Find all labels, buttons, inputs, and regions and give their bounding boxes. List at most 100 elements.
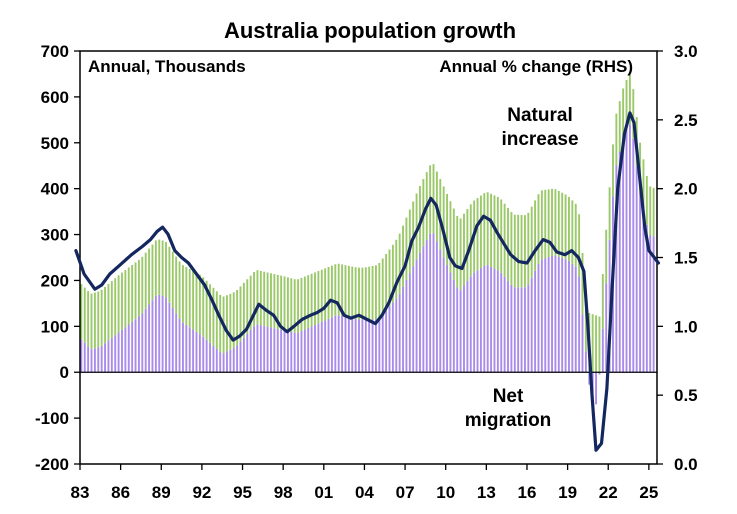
net-migration-bar xyxy=(618,151,621,373)
natural-increase-bar xyxy=(242,282,245,338)
right-tick-label: 2.5 xyxy=(674,111,698,130)
net-migration-bar xyxy=(107,340,110,373)
left-axis: 700 600 500 400 300 200 100 0 -100 -200 xyxy=(35,42,80,474)
net-migration-bar xyxy=(608,239,611,373)
net-migration-bar xyxy=(527,284,530,373)
natural-increase-bar xyxy=(449,201,452,273)
net-migration-bar xyxy=(209,342,211,373)
net-migration-bar xyxy=(205,339,208,373)
natural-increase-bar xyxy=(236,290,239,346)
natural-increase-bar xyxy=(117,275,120,333)
net-migration-bar xyxy=(87,346,90,373)
net-migration-bar xyxy=(544,258,547,373)
natural-increase-bar xyxy=(503,203,506,277)
natural-increase-bar xyxy=(432,164,435,234)
net-migration-bar xyxy=(253,326,255,373)
natural-increase-bar xyxy=(300,277,303,332)
natural-increase-bar xyxy=(114,278,117,336)
natural-increase-bar xyxy=(202,277,205,337)
net-migration-bar xyxy=(649,235,652,373)
net-migration-bar xyxy=(114,335,117,373)
net-migration-bar xyxy=(412,266,415,373)
net-migration-bar xyxy=(378,317,381,373)
natural-increase-bar xyxy=(351,266,354,319)
natural-increase-bar xyxy=(337,263,340,316)
net-migration-bar xyxy=(439,249,442,373)
net-migration-bar xyxy=(442,257,445,373)
net-migration-bar xyxy=(381,314,384,373)
natural-increase-bar xyxy=(368,266,371,320)
net-migration-bar xyxy=(314,324,316,373)
net-migration-bar xyxy=(500,272,503,373)
net-migration-bar xyxy=(215,348,218,373)
net-migration-bar xyxy=(469,276,472,373)
natural-increase-bar xyxy=(544,189,547,259)
natural-increase-bar xyxy=(215,291,218,349)
natural-increase-bar xyxy=(395,239,398,299)
net-migration-bar xyxy=(307,328,310,373)
natural-increase-bar xyxy=(513,214,516,288)
net-migration-label-line2: migration xyxy=(465,410,552,431)
natural-increase-bar xyxy=(192,270,195,330)
net-migration-bar xyxy=(446,265,449,373)
x-tick-label: 92 xyxy=(192,483,211,502)
net-migration-bar xyxy=(554,255,557,373)
left-tick-label: -100 xyxy=(35,409,69,428)
natural-increase-bar xyxy=(530,206,533,278)
net-migration-bar xyxy=(547,257,550,373)
net-migration-bar xyxy=(571,263,574,373)
natural-increase-bar xyxy=(232,292,235,349)
net-migration-bar xyxy=(601,328,604,373)
natural-increase-bar xyxy=(364,267,367,320)
natural-increase-bar xyxy=(374,265,377,320)
natural-increase-bar xyxy=(608,187,611,240)
natural-increase-bar xyxy=(307,275,310,329)
net-migration-bar xyxy=(530,277,533,373)
natural-increase-bar xyxy=(178,261,181,319)
natural-increase-bar xyxy=(320,269,323,322)
net-migration-bar xyxy=(598,372,601,375)
natural-increase-bar xyxy=(358,267,360,320)
net-migration-bar xyxy=(354,318,357,373)
natural-increase-bar xyxy=(148,248,151,305)
net-migration-bar xyxy=(124,327,127,373)
natural-increase-bar xyxy=(554,189,557,256)
natural-increase-bar xyxy=(479,195,482,269)
right-tick-label: 3.0 xyxy=(674,42,698,61)
net-migration-bar xyxy=(622,138,625,373)
natural-increase-bar xyxy=(557,190,560,257)
net-migration-bar xyxy=(192,329,195,373)
net-migration-bar xyxy=(415,259,418,373)
net-migration-bar xyxy=(551,255,553,373)
natural-increase-bar xyxy=(415,193,418,260)
natural-increase-bar xyxy=(175,256,178,314)
net-migration-bar xyxy=(490,266,493,373)
right-tick-label: 1.0 xyxy=(674,317,698,336)
net-migration-bar xyxy=(466,280,469,373)
natural-increase-label-line1: Natural xyxy=(507,105,572,126)
net-migration-bar xyxy=(259,325,262,373)
net-migration-bar xyxy=(165,297,167,373)
net-migration-bar xyxy=(185,324,188,373)
natural-increase-bar xyxy=(276,274,279,329)
natural-increase-bar xyxy=(618,101,621,152)
natural-increase-bar xyxy=(652,187,655,237)
natural-increase-bar xyxy=(388,249,391,307)
left-tick-label: 600 xyxy=(41,88,69,107)
net-migration-bar xyxy=(158,294,161,373)
natural-increase-bar xyxy=(303,276,306,330)
net-migration-bar xyxy=(510,284,513,373)
net-migration-bar xyxy=(236,345,239,373)
natural-increase-bar xyxy=(154,240,157,296)
natural-increase-bar xyxy=(645,175,648,225)
natural-increase-bar xyxy=(510,212,513,285)
natural-increase-bar xyxy=(181,265,184,323)
natural-increase-bar xyxy=(500,199,503,273)
net-migration-bar xyxy=(127,324,130,373)
natural-increase-bar xyxy=(598,316,601,373)
natural-increase-label-line2: increase xyxy=(501,129,578,150)
x-tick-label: 13 xyxy=(477,483,496,502)
natural-increase-bar xyxy=(527,212,530,285)
natural-increase-bar xyxy=(168,246,171,303)
net-migration-bar xyxy=(503,276,506,373)
